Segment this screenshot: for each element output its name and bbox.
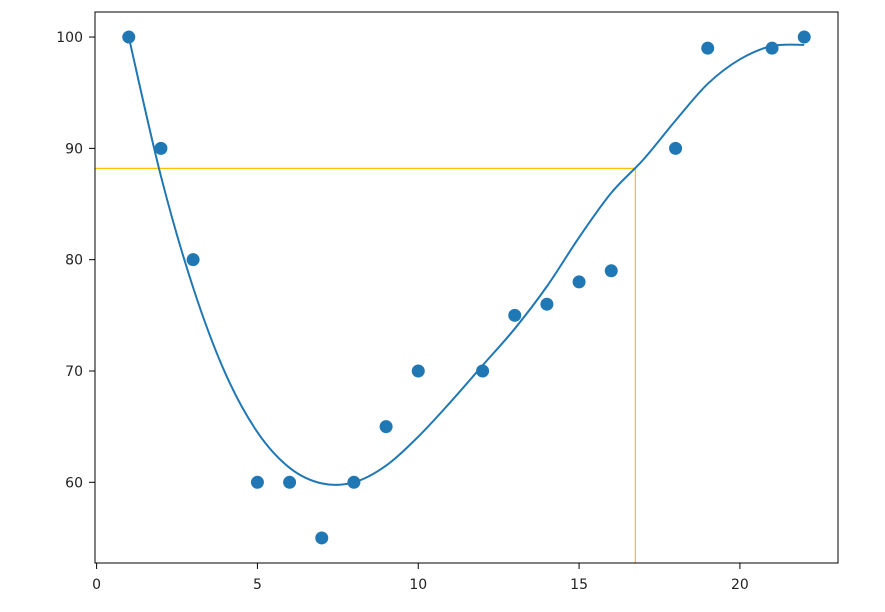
fit-curve (127, 36, 805, 486)
y-tick-label: 100 (56, 30, 83, 46)
x-tick-label: 20 (731, 577, 749, 593)
plot-area (95, 30, 811, 563)
data-point (572, 275, 586, 289)
y-tick-label: 70 (65, 364, 83, 380)
data-point (250, 475, 264, 489)
data-point (122, 30, 136, 44)
data-point (508, 308, 522, 322)
x-tick-label: 5 (253, 577, 262, 593)
data-point (604, 264, 618, 278)
data-point (186, 253, 200, 267)
data-point (347, 475, 361, 489)
data-point (154, 141, 168, 155)
data-point (283, 475, 297, 489)
data-point (669, 141, 683, 155)
data-point (379, 420, 393, 434)
y-tick-label: 90 (65, 141, 83, 157)
data-point (797, 30, 811, 44)
x-tick-label: 10 (409, 577, 427, 593)
axes-frame (94, 11, 839, 564)
data-point (540, 297, 554, 311)
data-point (701, 41, 715, 55)
data-point (315, 531, 329, 545)
data-point (765, 41, 779, 55)
data-point (476, 364, 490, 378)
data-point (411, 364, 425, 378)
x-tick-label: 0 (92, 577, 101, 593)
axes: 0 5 10 15 20 60 70 80 90 100 (56, 11, 839, 593)
y-tick-label: 60 (65, 475, 83, 491)
x-tick-label: 15 (570, 577, 588, 593)
y-tick-label: 80 (65, 253, 83, 269)
